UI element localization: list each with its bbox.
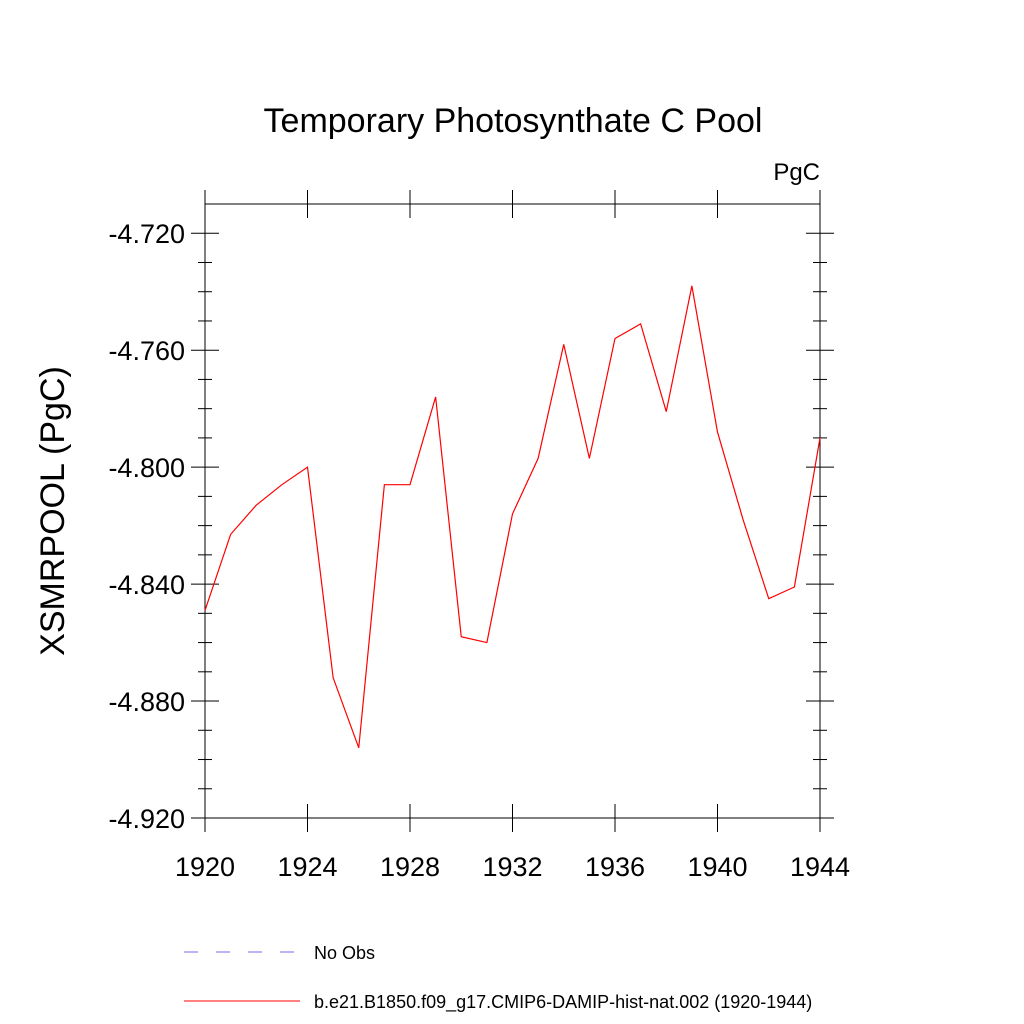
y-tick-label: -4.880: [108, 687, 185, 717]
y-tick-label: -4.920: [108, 804, 185, 834]
x-tick-label: 1932: [482, 852, 542, 882]
y-tick-label: -4.720: [108, 219, 185, 249]
x-tick-label: 1936: [585, 852, 645, 882]
x-tick-label: 1928: [380, 852, 440, 882]
units-label: PgC: [773, 159, 820, 186]
y-axis: -4.920 -4.880 -4.840 -4.800 -4.760 -4.720: [108, 219, 834, 834]
series-layer: [204, 285, 821, 749]
legend: No Obs b.e21.B1850.f09_g17.CMIP6-DAMIP-hi…: [184, 943, 812, 1013]
y-axis-label: XSMRPOOL (PgC): [34, 366, 72, 656]
x-tick-label: 1924: [277, 852, 337, 882]
x-tick-label: 1940: [687, 852, 747, 882]
x-tick-label: 1920: [175, 852, 235, 882]
legend-label: b.e21.B1850.f09_g17.CMIP6-DAMIP-hist-nat…: [314, 992, 812, 1013]
legend-label: No Obs: [314, 943, 375, 963]
y-tick-label: -4.760: [108, 336, 185, 366]
x-tick-label: 1944: [790, 852, 850, 882]
y-tick-label: -4.840: [108, 570, 185, 600]
x-axis: 1920 1924 1928 1932 1936 1940 1944: [175, 190, 850, 882]
y-tick-label: -4.800: [108, 453, 185, 483]
chart-title: Temporary Photosynthate C Pool: [264, 102, 763, 140]
